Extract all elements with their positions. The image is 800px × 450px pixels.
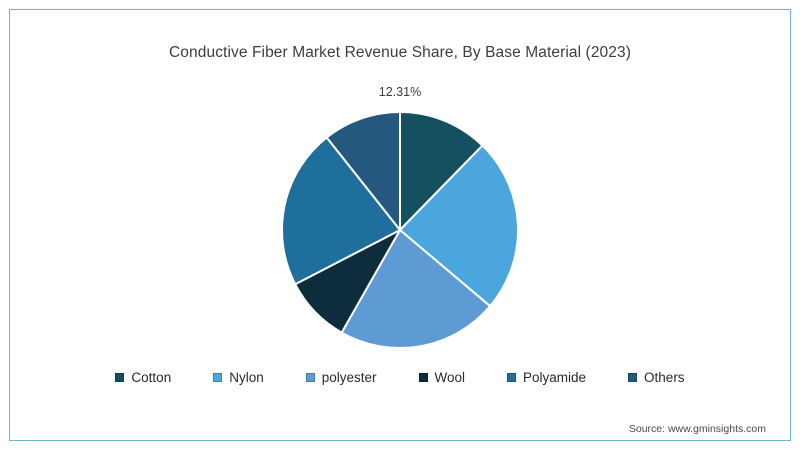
pie-slice-polyester[interactable]: [340, 228, 492, 349]
legend-item-polyester[interactable]: polyester: [305, 370, 377, 385]
chart-legend: Cotton Nylon polyester Wool Polyamide Others: [0, 370, 800, 385]
chart-border: [9, 9, 791, 441]
pie-slice-cotton[interactable]: [399, 110, 484, 233]
legend-swatch-icon: [507, 373, 517, 382]
source-attribution: Source: www.gminsights.com: [628, 423, 766, 435]
page-title: Conductive Fiber Market Revenue Share, B…: [169, 44, 631, 61]
legend-item-label: Cotton: [131, 370, 172, 385]
legend-item-label: polyester: [321, 370, 377, 385]
legend-item-nylon[interactable]: Nylon: [213, 370, 264, 385]
legend-item-label: Polyamide: [523, 370, 587, 385]
pie-slice-polyamide[interactable]: [281, 136, 402, 286]
pie-chart-svg: [281, 110, 519, 349]
legend-swatch-icon: [213, 373, 223, 382]
legend-swatch-icon: [628, 373, 638, 382]
legend-item-label: Nylon: [229, 370, 264, 385]
legend-item-label: Others: [644, 370, 685, 385]
legend-swatch-icon: [115, 373, 125, 382]
pie-slice-label-cotton: 12.31%: [378, 85, 422, 99]
legend-item-polyamide[interactable]: Polyamide: [507, 370, 586, 385]
legend-swatch-icon: [418, 373, 428, 382]
legend-item-cotton[interactable]: Cotton: [115, 370, 171, 385]
legend-item-label: Wool: [434, 370, 466, 385]
legend-swatch-icon: [305, 373, 315, 382]
legend-item-wool[interactable]: Wool: [418, 370, 466, 385]
pie-slice-nylon[interactable]: [398, 144, 519, 308]
pie-slice-others[interactable]: [325, 110, 401, 233]
legend-item-others[interactable]: Others: [628, 370, 685, 385]
pie-chart: 12.31%: [281, 85, 519, 349]
